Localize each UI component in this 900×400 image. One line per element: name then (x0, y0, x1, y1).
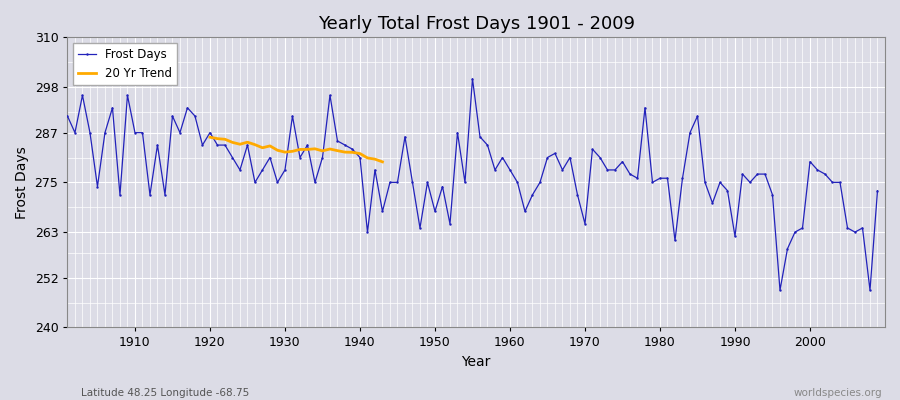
Frost Days (512, 180, 523, 185)
20 Yr Trend (220, 137, 230, 142)
Y-axis label: Frost Days: Frost Days (15, 146, 29, 219)
Line: 20 Yr Trend: 20 Yr Trend (210, 137, 382, 162)
Text: Latitude 48.25 Longitude -68.75: Latitude 48.25 Longitude -68.75 (81, 388, 249, 398)
20 Yr Trend (325, 147, 336, 152)
20 Yr Trend (227, 140, 238, 145)
20 Yr Trend (235, 142, 246, 147)
20 Yr Trend (347, 150, 358, 155)
Frost Days (775, 288, 786, 292)
Line: Frost Days: Frost Days (67, 78, 878, 291)
20 Yr Trend (212, 136, 223, 141)
20 Yr Trend (249, 142, 260, 147)
Frost Days (62, 114, 73, 118)
Frost Days (122, 93, 133, 98)
20 Yr Trend (265, 144, 275, 148)
20 Yr Trend (294, 147, 305, 152)
20 Yr Trend (377, 160, 388, 164)
20 Yr Trend (280, 150, 291, 154)
Legend: Frost Days, 20 Yr Trend: Frost Days, 20 Yr Trend (74, 43, 177, 84)
20 Yr Trend (287, 149, 298, 154)
20 Yr Trend (302, 147, 313, 152)
Frost Days (505, 168, 516, 172)
Frost Days (287, 114, 298, 118)
X-axis label: Year: Year (462, 355, 490, 369)
20 Yr Trend (370, 157, 381, 162)
Frost Days (332, 138, 343, 143)
Frost Days (602, 168, 613, 172)
Text: worldspecies.org: worldspecies.org (794, 388, 882, 398)
20 Yr Trend (317, 148, 328, 153)
20 Yr Trend (355, 151, 365, 156)
20 Yr Trend (257, 145, 268, 150)
Frost Days (872, 188, 883, 193)
20 Yr Trend (310, 146, 320, 151)
20 Yr Trend (332, 148, 343, 153)
20 Yr Trend (242, 140, 253, 144)
Frost Days (467, 76, 478, 81)
20 Yr Trend (272, 148, 283, 153)
Title: Yearly Total Frost Days 1901 - 2009: Yearly Total Frost Days 1901 - 2009 (318, 15, 634, 33)
20 Yr Trend (204, 135, 215, 140)
20 Yr Trend (339, 150, 350, 154)
20 Yr Trend (362, 156, 373, 160)
